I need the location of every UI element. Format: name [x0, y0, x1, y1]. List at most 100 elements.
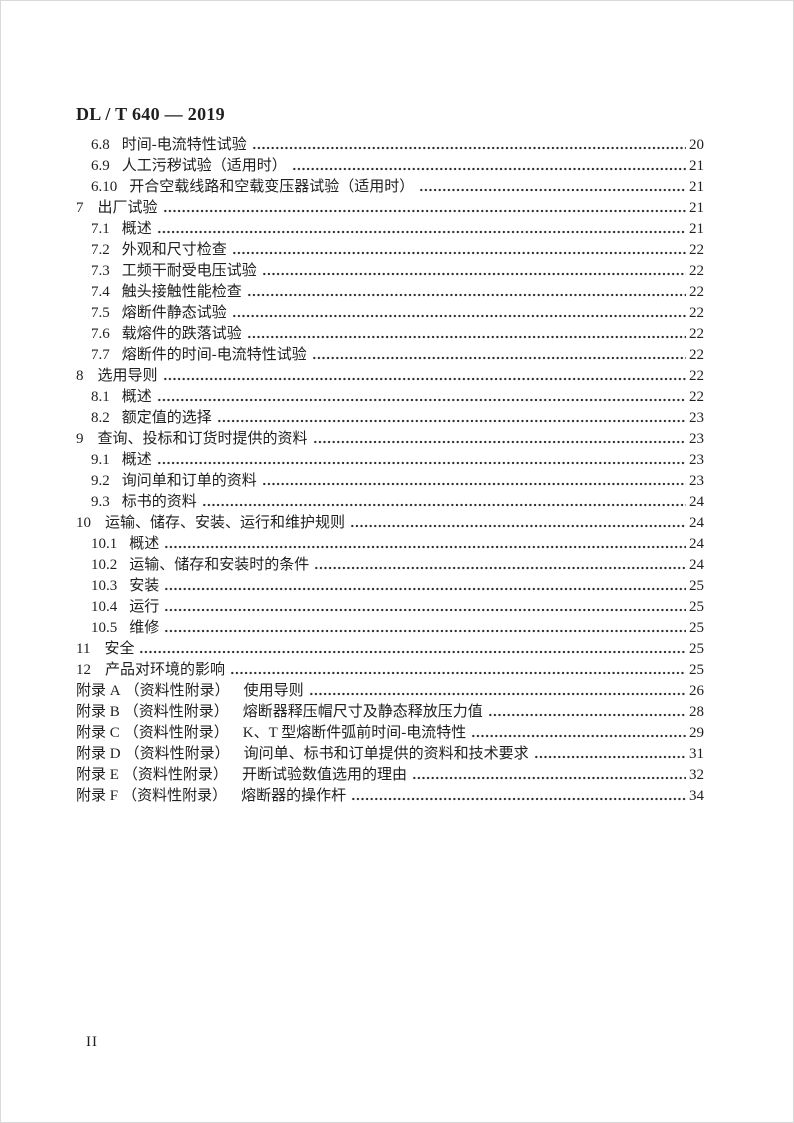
- page-number: II: [86, 1034, 98, 1050]
- dot-leader: [201, 492, 686, 513]
- toc-entry: 9 查询、投标和订货时提供的资料 23: [76, 429, 704, 450]
- toc-entry-page: 24: [689, 494, 704, 510]
- toc-entry-page: 22: [689, 284, 704, 300]
- toc-entry-number: 11: [76, 641, 91, 657]
- toc-entry: 12 产品对环境的影响 25: [76, 660, 704, 681]
- toc-entry-number: 6.10: [91, 179, 118, 195]
- toc-entry-title: 开合空载线路和空载变压器试验（适用时）: [129, 179, 415, 195]
- toc-entry-number: 附录 F: [76, 788, 119, 804]
- toc-entry-number: 附录 D: [76, 746, 121, 762]
- toc-entry-page: 25: [689, 641, 704, 657]
- dot-leader: [487, 702, 686, 723]
- toc-entry-number: 10.4: [91, 599, 118, 615]
- dot-leader: [230, 660, 686, 681]
- toc-entry-page: 22: [689, 368, 704, 384]
- toc-entry-title: 熔断器释压帽尺寸及静态释放压力值: [242, 704, 483, 720]
- toc-entry-number: 7.3: [91, 263, 110, 279]
- toc-entry-title: 外观和尺寸检查: [121, 242, 227, 258]
- document-header: DL / T 640 — 2019: [76, 104, 225, 124]
- toc-entry-number: 7.6: [91, 326, 110, 342]
- dot-leader: [311, 345, 686, 366]
- toc-entry: 6.9 人工污秽试验（适用时） 21: [76, 156, 704, 177]
- toc-entry-page: 22: [689, 305, 704, 321]
- dot-leader: [164, 597, 686, 618]
- toc-entry: 8.1 概述 22: [76, 387, 704, 408]
- toc-entry-title: 安全: [104, 641, 135, 657]
- toc-entry-title: 运输、储存、安装、运行和维护规则: [105, 515, 346, 531]
- toc-entry-number: 10.2: [91, 557, 118, 573]
- toc-entry-title: 概述: [121, 221, 152, 237]
- toc-entry-page: 23: [689, 452, 704, 468]
- toc-entry-annotation: （资料性附录）: [122, 767, 228, 783]
- toc-entry-title: 询问单、标书和订单提供的资料和技术要求: [243, 746, 529, 762]
- toc-entry: 7.2 外观和尺寸检查 22: [76, 240, 704, 261]
- dot-leader: [533, 744, 686, 765]
- toc-entry-number: 8.1: [91, 389, 110, 405]
- toc-entry: 附录 F （资料性附录） 熔断器的操作杆 34: [76, 786, 704, 807]
- toc-entry-title: 工频干耐受电压试验: [121, 263, 257, 279]
- toc-entry-page: 20: [689, 137, 704, 153]
- toc-entry-number: 9: [76, 431, 84, 447]
- toc-entry-title: 选用导则: [97, 368, 158, 384]
- toc-entry-title: 产品对环境的影响: [105, 662, 226, 678]
- toc-entry-page: 26: [689, 683, 704, 699]
- toc-entry: 10.1 概述 24: [76, 534, 704, 555]
- toc-entry: 7.6 载熔件的跌落试验 22: [76, 324, 704, 345]
- toc-entry-title: 熔断件的时间-电流特性试验: [121, 347, 307, 363]
- toc-entry-title: 开断试验数值选用的理由: [241, 767, 407, 783]
- toc-entry-annotation: （资料性附录）: [124, 746, 230, 762]
- toc-entry-title: 使用导则: [243, 683, 304, 699]
- toc-entry-number: 9.1: [91, 452, 110, 468]
- dot-leader: [164, 618, 686, 639]
- toc-entry-number: 附录 B: [76, 704, 120, 720]
- toc-entry-page: 25: [689, 578, 704, 594]
- dot-leader: [139, 639, 686, 660]
- toc-entry-page: 22: [689, 242, 704, 258]
- toc-entry-title: 查询、投标和订货时提供的资料: [97, 431, 308, 447]
- toc-entry: 8 选用导则 22: [76, 366, 704, 387]
- toc-entry-number: 8: [76, 368, 84, 384]
- toc-entry-title: 额定值的选择: [121, 410, 212, 426]
- dot-leader: [314, 555, 686, 576]
- dot-leader: [246, 324, 686, 345]
- toc-entry: 6.8 时间-电流特性试验 20: [76, 135, 704, 156]
- toc-list: 6.8 时间-电流特性试验 20 6.9 人工污秽试验（适用时） 21 6.10…: [76, 135, 704, 807]
- dot-leader: [231, 240, 686, 261]
- toc-entry-title: 出厂试验: [97, 200, 158, 216]
- toc-entry-page: 28: [689, 704, 704, 720]
- toc-entry: 7.4 触头接触性能检查 22: [76, 282, 704, 303]
- toc-entry-number: 6.8: [91, 137, 110, 153]
- toc-entry: 10.3 安装 25: [76, 576, 704, 597]
- toc-entry-title: 熔断件静态试验: [121, 305, 227, 321]
- toc-entry-page: 21: [689, 200, 704, 216]
- toc-entry: 9.3 标书的资料 24: [76, 492, 704, 513]
- toc-entry-page: 25: [689, 620, 704, 636]
- toc-entry: 附录 D （资料性附录） 询问单、标书和订单提供的资料和技术要求 31: [76, 744, 704, 765]
- toc-entry-title: K、T 型熔断件弧前时间-电流特性: [242, 725, 467, 741]
- toc-entry-number: 8.2: [91, 410, 110, 426]
- toc-entry-page: 25: [689, 599, 704, 615]
- toc-entry-title: 运行: [129, 599, 160, 615]
- toc-entry-number: 9.2: [91, 473, 110, 489]
- toc-entry-annotation: （资料性附录）: [123, 704, 229, 720]
- dot-leader: [162, 198, 686, 219]
- toc-entry: 7.3 工频干耐受电压试验 22: [76, 261, 704, 282]
- toc-entry-page: 34: [689, 788, 704, 804]
- toc-entry: 6.10 开合空载线路和空载变压器试验（适用时） 21: [76, 177, 704, 198]
- toc-entry-title: 概述: [129, 536, 160, 552]
- toc-entry-page: 23: [689, 431, 704, 447]
- toc-entry-title: 触头接触性能检查: [121, 284, 242, 300]
- toc-entry-title: 运输、储存和安装时的条件: [129, 557, 310, 573]
- dot-leader: [419, 177, 686, 198]
- toc-entry-number: 7.7: [91, 347, 110, 363]
- toc-entry: 9.2 询问单和订单的资料 23: [76, 471, 704, 492]
- toc-entry-page: 23: [689, 410, 704, 426]
- toc-entry-page: 22: [689, 263, 704, 279]
- toc-entry-number: 7.5: [91, 305, 110, 321]
- dot-leader: [231, 303, 686, 324]
- toc-entry: 附录 B （资料性附录） 熔断器释压帽尺寸及静态释放压力值 28: [76, 702, 704, 723]
- toc-entry: 附录 E （资料性附录） 开断试验数值选用的理由 32: [76, 765, 704, 786]
- toc-entry-title: 概述: [121, 452, 152, 468]
- dot-leader: [308, 681, 686, 702]
- toc-entry-number: 10.5: [91, 620, 118, 636]
